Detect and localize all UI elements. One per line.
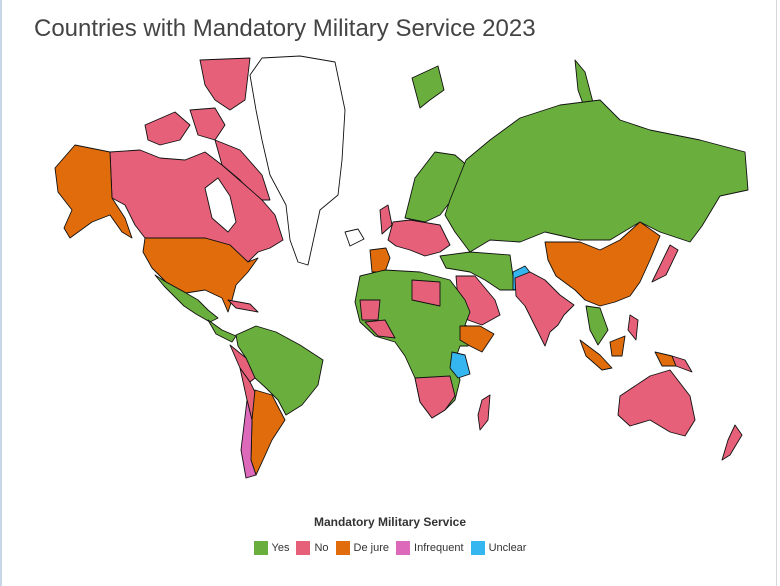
page-border bbox=[0, 0, 2, 586]
region-peru[interactable] bbox=[229, 344, 256, 383]
region-arctic-islands[interactable] bbox=[144, 111, 191, 146]
map-title: Countries with Mandatory Military Servic… bbox=[34, 15, 536, 42]
legend-swatch bbox=[396, 541, 411, 555]
region-canada[interactable] bbox=[109, 149, 284, 263]
page-border bbox=[776, 0, 777, 586]
region-india[interactable] bbox=[514, 271, 575, 347]
region-turkey-middle-east[interactable] bbox=[439, 251, 516, 291]
region-tanzania[interactable] bbox=[449, 351, 471, 379]
legend-swatch bbox=[253, 541, 268, 555]
region-iceland[interactable] bbox=[344, 228, 365, 247]
legend-item-no[interactable]: No bbox=[296, 541, 329, 555]
region-europe[interactable] bbox=[387, 219, 451, 257]
legend-label: Yes bbox=[271, 542, 290, 554]
legend-swatch bbox=[335, 541, 350, 555]
region-mexico[interactable] bbox=[154, 274, 219, 323]
region-west-africa[interactable] bbox=[364, 319, 396, 339]
legend-item-unclear[interactable]: Unclear bbox=[470, 541, 527, 555]
legend-title: Mandatory Military Service bbox=[313, 515, 467, 529]
region-arctic-islands[interactable] bbox=[189, 107, 226, 141]
region-arctic-islands[interactable] bbox=[199, 57, 251, 111]
legend: Yes No De jure Infrequent Unclear bbox=[0, 541, 780, 555]
region-mauritania[interactable] bbox=[359, 299, 381, 321]
legend-item-yes[interactable]: Yes bbox=[253, 541, 290, 555]
region-philippines[interactable] bbox=[627, 314, 639, 341]
legend-label: No bbox=[314, 542, 329, 554]
region-usa[interactable] bbox=[142, 237, 259, 313]
region-australia[interactable] bbox=[617, 369, 696, 437]
region-greenland[interactable] bbox=[249, 55, 346, 266]
legend-label: Unclear bbox=[488, 542, 527, 554]
region-central-america[interactable] bbox=[207, 319, 237, 343]
region-japan[interactable] bbox=[651, 244, 679, 283]
region-libya[interactable] bbox=[411, 279, 441, 307]
region-papua[interactable] bbox=[671, 355, 693, 373]
region-svalbard[interactable] bbox=[411, 65, 445, 109]
legend-swatch bbox=[296, 541, 311, 555]
region-madagascar[interactable] bbox=[477, 394, 491, 431]
region-russia[interactable] bbox=[444, 99, 749, 253]
region-southeast-asia[interactable] bbox=[585, 305, 609, 346]
region-spain[interactable] bbox=[369, 247, 391, 273]
region-hudson-bay bbox=[204, 177, 237, 233]
region-chile-south[interactable] bbox=[240, 399, 257, 479]
legend-label: De jure bbox=[353, 542, 390, 554]
region-new-zealand[interactable] bbox=[721, 424, 743, 461]
region-china[interactable] bbox=[544, 221, 661, 307]
region-borneo[interactable] bbox=[609, 335, 626, 357]
region-sumatra[interactable] bbox=[579, 339, 613, 371]
legend-item-infrequent[interactable]: Infrequent bbox=[396, 541, 464, 555]
legend-swatch bbox=[470, 541, 485, 555]
region-alaska[interactable] bbox=[54, 144, 133, 239]
region-uk[interactable] bbox=[379, 204, 393, 235]
region-caribbean[interactable] bbox=[227, 299, 259, 313]
region-southern-africa[interactable] bbox=[414, 375, 456, 419]
legend-item-de-jure[interactable]: De jure bbox=[335, 541, 390, 555]
region-ethiopia-somalia[interactable] bbox=[459, 325, 495, 353]
legend-label: Infrequent bbox=[414, 542, 464, 554]
